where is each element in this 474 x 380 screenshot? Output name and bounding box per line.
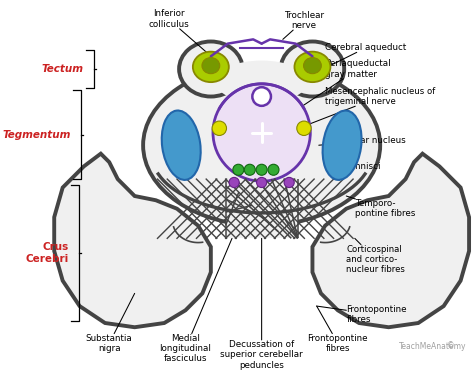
Circle shape xyxy=(268,164,279,175)
Text: Crus
Cerebri: Crus Cerebri xyxy=(26,242,69,264)
Polygon shape xyxy=(54,154,211,327)
Text: Mesencephalic nucleus of
trigeminal nerve: Mesencephalic nucleus of trigeminal nerv… xyxy=(304,87,436,126)
Circle shape xyxy=(229,177,239,188)
Ellipse shape xyxy=(202,58,220,74)
Text: ©: © xyxy=(447,342,454,350)
Ellipse shape xyxy=(193,52,229,82)
Circle shape xyxy=(256,177,267,188)
Text: Substantia
nigra: Substantia nigra xyxy=(86,293,135,353)
Text: Tectum: Tectum xyxy=(42,64,84,74)
Circle shape xyxy=(284,177,294,188)
Ellipse shape xyxy=(143,65,380,226)
Text: Cerebral aqueduct: Cerebral aqueduct xyxy=(268,43,406,97)
Ellipse shape xyxy=(281,41,344,97)
Ellipse shape xyxy=(215,60,308,103)
Text: Decussation of
superior cerebellar
peduncles: Decussation of superior cerebellar pedun… xyxy=(220,238,303,370)
Text: TeachMeAnatomy: TeachMeAnatomy xyxy=(400,342,467,350)
Text: Tegmentum: Tegmentum xyxy=(3,130,71,139)
Circle shape xyxy=(256,164,267,175)
Circle shape xyxy=(297,121,311,136)
Text: Trochlear
nerve: Trochlear nerve xyxy=(283,11,324,40)
Circle shape xyxy=(213,84,310,181)
Text: Temporo-
pontine fibres: Temporo- pontine fibres xyxy=(346,196,415,218)
Text: Corticospinal
and cortico-
nucleur fibres: Corticospinal and cortico- nucleur fibre… xyxy=(346,238,405,274)
Text: Inferior
colliculus: Inferior colliculus xyxy=(148,10,209,54)
Text: Trochlear nucleus: Trochlear nucleus xyxy=(319,136,406,146)
Ellipse shape xyxy=(294,52,330,82)
Text: Periaqueductal
gray matter: Periaqueductal gray matter xyxy=(298,59,391,109)
Ellipse shape xyxy=(323,111,362,180)
Bar xyxy=(226,179,298,238)
Ellipse shape xyxy=(162,111,201,180)
Polygon shape xyxy=(312,154,469,327)
Text: Frontopontine
fibres: Frontopontine fibres xyxy=(317,305,407,324)
Ellipse shape xyxy=(179,41,243,97)
Circle shape xyxy=(252,87,271,106)
Text: Medial
longitudinal
fasciculus: Medial longitudinal fasciculus xyxy=(160,238,232,363)
Ellipse shape xyxy=(303,58,321,74)
Circle shape xyxy=(233,164,244,175)
Text: Frontopontine
fibres: Frontopontine fibres xyxy=(308,306,368,353)
Text: Lemnisci: Lemnisci xyxy=(334,157,381,171)
Circle shape xyxy=(212,121,227,136)
Circle shape xyxy=(244,164,255,175)
